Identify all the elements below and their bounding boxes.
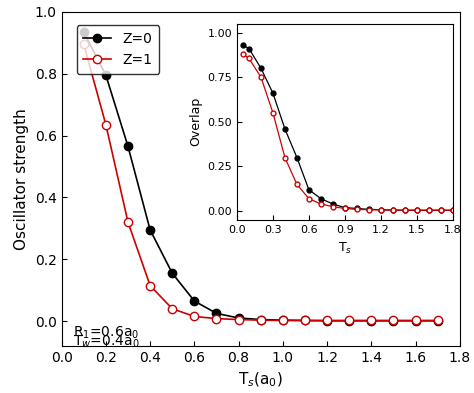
Z=1 [324, 318, 330, 323]
Z=1 [169, 307, 175, 311]
Text: R$_1$=0.6a$_0$: R$_1$=0.6a$_0$ [73, 324, 139, 341]
Z=1 [368, 318, 374, 323]
Z=0 [368, 318, 374, 323]
Z=0 [81, 29, 87, 34]
Z=1 [147, 283, 153, 288]
Line: Z=0: Z=0 [80, 28, 442, 325]
Z=0 [258, 317, 264, 322]
Z=0 [169, 271, 175, 275]
X-axis label: T$_s$(a$_0$): T$_s$(a$_0$) [238, 370, 283, 389]
Z=1 [435, 318, 440, 323]
Z=1 [280, 318, 286, 323]
Z=0 [125, 144, 131, 149]
Z=0 [391, 318, 396, 323]
Z=1 [236, 317, 241, 322]
Z=0 [324, 318, 330, 323]
Z=0 [413, 318, 419, 323]
Z=1 [214, 316, 219, 321]
Z=0 [214, 311, 219, 316]
Z=1 [125, 220, 131, 224]
Text: T$_w$=0.4a$_0$: T$_w$=0.4a$_0$ [73, 334, 139, 350]
Z=0 [191, 299, 197, 303]
Y-axis label: Overlap: Overlap [189, 97, 202, 147]
Z=0 [103, 73, 109, 77]
Z=0 [346, 318, 352, 323]
Z=0 [280, 318, 286, 323]
Z=0 [236, 316, 241, 320]
Z=1 [413, 318, 419, 323]
Z=1 [191, 314, 197, 319]
Y-axis label: Oscillator strength: Oscillator strength [14, 108, 29, 250]
Z=1 [103, 122, 109, 127]
Z=0 [147, 228, 153, 232]
Z=0 [302, 318, 308, 323]
Z=1 [258, 318, 264, 323]
Z=1 [346, 318, 352, 323]
Z=1 [302, 318, 308, 323]
Z=1 [81, 42, 87, 47]
Z=1 [391, 318, 396, 323]
Z=0 [435, 318, 440, 323]
Line: Z=1: Z=1 [80, 40, 442, 325]
X-axis label: T$_s$: T$_s$ [338, 241, 352, 255]
Legend: Z=0, Z=1: Z=0, Z=1 [76, 26, 159, 74]
